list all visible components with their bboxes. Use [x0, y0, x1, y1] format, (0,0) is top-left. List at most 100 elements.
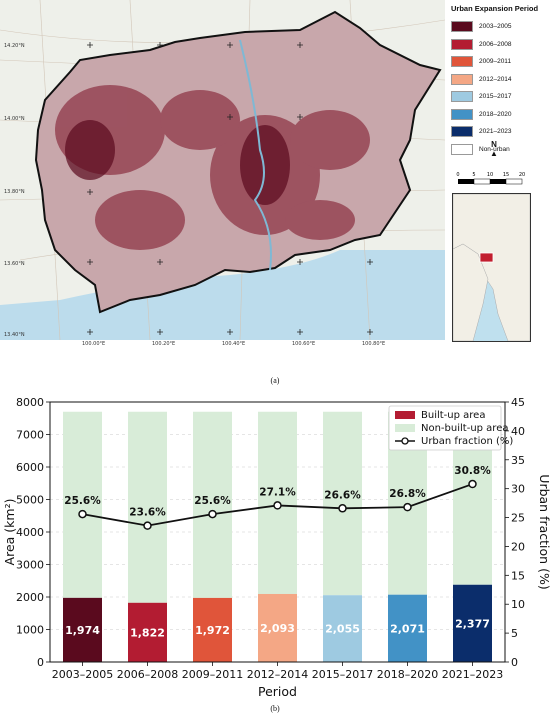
map-canvas: 14.20°N 14.00°N 13.80°N 13.60°N 13.40°N: [0, 0, 445, 340]
y2-tick-label: 35: [511, 454, 525, 467]
legend-label: 2006–2008: [479, 40, 512, 48]
legend-label: 2018–2020: [479, 110, 512, 118]
lon-label: 100.60°E: [292, 341, 315, 347]
non-built-bar: [128, 411, 167, 603]
legend-label: Non-urban: [479, 145, 510, 153]
built-up-bar: [128, 602, 167, 662]
urban-fraction-marker: [468, 479, 477, 489]
legend-swatch: [451, 143, 473, 155]
lat-label: 13.80°N: [4, 189, 25, 195]
x-tick-label: 2015–2017: [312, 668, 374, 681]
map-legend: Urban Expansion Period 2003–2005 2006–200…: [449, 0, 549, 158]
non-built-bar: [63, 411, 102, 598]
locator-inset-map: [452, 193, 531, 342]
urban-expansion-map: 14.20°N 14.00°N 13.80°N 13.60°N 13.40°N: [0, 0, 445, 340]
scale-tick-label: 5: [472, 172, 475, 178]
legend-item: 2009–2011: [449, 53, 549, 71]
urban-fraction-label: 27.1%: [259, 486, 296, 498]
y2-tick-label: 40: [511, 425, 525, 438]
legend-item: 2021–2023: [449, 123, 549, 141]
graticule: [87, 42, 373, 335]
urban-fraction-label: 23.6%: [129, 507, 166, 519]
y-tick-label: 0: [37, 656, 44, 669]
north-label: N: [491, 140, 497, 149]
x-tick-label: 2018–2020: [377, 668, 439, 681]
legend-label: 2015–2017: [479, 93, 512, 101]
legend-swatch: [451, 38, 473, 50]
legend-swatch: [451, 56, 473, 68]
bar-value-label: 1,974: [65, 624, 100, 637]
lat-label: 13.60°N: [4, 261, 25, 267]
legend-swatch: [451, 91, 473, 103]
built-up-bar: [388, 594, 427, 662]
x-tick-label: 2021–2023: [442, 668, 504, 681]
legend-label: 2012–2014: [479, 75, 512, 83]
lon-label: 100.40°E: [222, 341, 245, 347]
north-arrow: N ▲: [449, 140, 539, 158]
urban-fraction-marker: [338, 504, 347, 513]
x-axis-title: Period: [258, 684, 297, 699]
legend-label: 2021–2023: [479, 128, 512, 136]
non-built-bar: [323, 411, 362, 596]
y2-tick-label: 45: [511, 396, 525, 409]
built-up-bar: [323, 595, 362, 662]
urban-core: [65, 120, 290, 205]
legend-item: 2006–2008: [449, 36, 549, 54]
x-tick-label: 2009–2011: [182, 668, 244, 681]
bar-value-label: 2,071: [390, 622, 425, 635]
built-up-bar: [193, 597, 232, 662]
y2-tick-label: 0: [511, 656, 518, 669]
y2-tick-label: 15: [511, 569, 525, 582]
urban-fraction-marker: [208, 509, 217, 519]
y-tick-label: 3000: [16, 559, 44, 572]
y2-tick-label: 10: [511, 598, 525, 611]
y2-tick-label: 30: [511, 483, 525, 496]
legend-item: Non-urban: [449, 141, 549, 159]
lon-label: 100.00°E: [82, 341, 105, 347]
legend-marker-fraction: [401, 437, 409, 445]
bar-value-label: 1,972: [195, 624, 230, 637]
legend-item: 2012–2014: [449, 71, 549, 89]
legend-swatch: [451, 108, 473, 120]
caption-a: (a): [270, 376, 280, 385]
bar-value-label: 2,055: [325, 623, 360, 636]
legend-swatch: [451, 73, 473, 85]
legend-label-fraction: Urban fraction (%): [421, 436, 513, 447]
bar-value-label: 2,377: [455, 617, 490, 630]
urban-fraction-marker: [78, 509, 87, 519]
legend-swatch-nonbuilt: [395, 424, 415, 432]
river: [239, 39, 272, 271]
lat-label: 14.20°N: [4, 43, 25, 49]
lat-label: 14.00°N: [4, 116, 25, 122]
bar-value-label: 2,093: [260, 622, 295, 635]
urban-fraction-label: 25.6%: [64, 495, 101, 507]
built-up-bar: [453, 584, 492, 662]
y2-tick-label: 5: [511, 627, 518, 640]
built-up-bar: [258, 593, 297, 662]
north-arrow-icon: ▲: [490, 149, 498, 158]
non-built-bar: [193, 411, 232, 598]
legend-swatch: [451, 21, 473, 33]
scale-tick-label: 0: [456, 172, 459, 178]
scale-bar: 0 5 10 15 20: [456, 172, 525, 185]
map-panel: 14.20°N 14.00°N 13.80°N 13.60°N 13.40°N …: [0, 0, 550, 347]
legend-label: 2003–2005: [479, 23, 512, 31]
chart-legend-box: [388, 405, 502, 451]
y-tick-label: 6000: [16, 461, 44, 474]
y-axis-title: Area (km²): [2, 499, 17, 566]
scale-tick-label: 10: [487, 172, 493, 178]
caption-b: (b): [270, 704, 280, 713]
y-tick-label: 1000: [16, 624, 44, 637]
urban-fraction-label: 30.8%: [454, 465, 491, 477]
bar-value-label: 1,822: [130, 626, 165, 639]
built-up-bar: [63, 597, 102, 662]
study-area-locator: [479, 252, 494, 263]
x-tick-label: 2012–2014: [247, 668, 309, 681]
urban-fraction-marker: [143, 521, 152, 530]
y-tick-label: 5000: [16, 494, 44, 507]
scale-tick-label: 20: [519, 172, 525, 178]
y-tick-label: 2000: [16, 591, 44, 604]
urban-fraction-label: 26.6%: [324, 489, 361, 501]
legend-label: 2009–2011: [479, 58, 512, 66]
legend-swatch-built: [395, 411, 415, 419]
